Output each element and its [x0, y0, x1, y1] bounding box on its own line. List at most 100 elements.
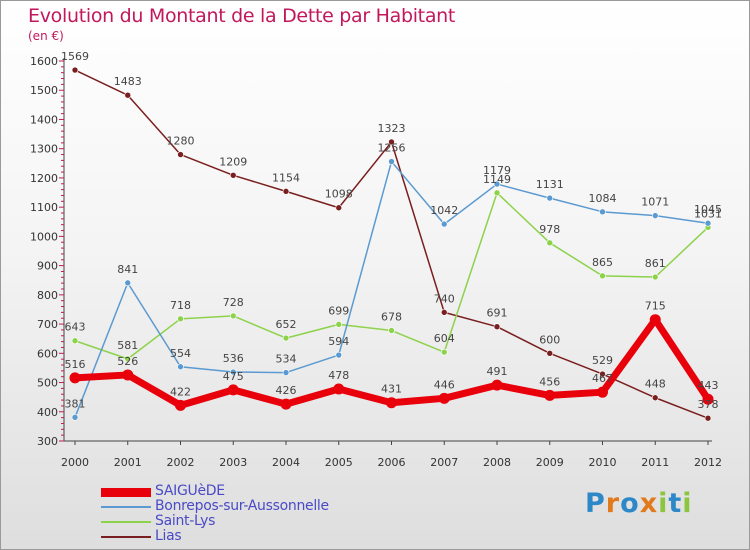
legend-label: Bonrepos-sur-Aussonnelle: [155, 498, 329, 514]
legend-swatch: [101, 521, 151, 523]
y-tick-label: 1400: [30, 113, 58, 126]
data-label: 594: [328, 335, 349, 348]
y-tick-label: 1300: [30, 143, 58, 156]
y-tick-label: 400: [37, 406, 58, 419]
data-point: [124, 91, 132, 99]
data-label: 1209: [219, 155, 247, 168]
data-label: 467: [592, 372, 613, 385]
data-point: [649, 314, 661, 326]
data-label: 1256: [378, 142, 406, 155]
data-point: [599, 370, 606, 378]
data-point: [493, 323, 501, 331]
y-tick-label: 500: [37, 377, 58, 390]
data-label: 861: [645, 257, 666, 270]
data-label: 536: [223, 352, 244, 365]
data-point: [599, 208, 606, 216]
data-label: 534: [276, 353, 297, 366]
data-point: [122, 369, 134, 381]
x-tick-label: 2008: [483, 456, 511, 469]
y-tick-label: 1000: [30, 230, 58, 243]
data-point: [438, 392, 450, 404]
data-point: [229, 368, 237, 376]
data-point: [651, 273, 659, 281]
data-label: 652: [276, 318, 297, 331]
x-tick-label: 2001: [114, 456, 142, 469]
data-point: [335, 321, 343, 328]
data-label: 1031: [694, 207, 722, 220]
data-label: 422: [170, 385, 191, 398]
y-tick-label: 700: [37, 318, 58, 331]
data-point: [440, 220, 448, 228]
data-point: [229, 171, 237, 179]
y-tick-label: 1600: [30, 55, 58, 68]
data-label: 491: [487, 365, 508, 378]
logo-letter: o: [620, 488, 640, 519]
data-point: [546, 350, 554, 357]
data-label: 728: [223, 296, 244, 309]
data-label: 691: [487, 307, 508, 320]
legend-label: Saint-Lys: [155, 513, 216, 529]
data-label: 1042: [430, 204, 458, 217]
logo-letter: P: [585, 488, 606, 519]
legend-swatch: [101, 506, 151, 508]
data-label: 1045: [694, 203, 722, 216]
data-label: 381: [65, 397, 86, 410]
data-label: 554: [170, 347, 191, 360]
logo-letter: i: [682, 488, 693, 519]
y-tick-label: 900: [37, 260, 58, 273]
data-point: [282, 188, 290, 195]
legend-swatch: [101, 536, 151, 538]
data-label: 1323: [378, 122, 406, 135]
legend-swatch: [101, 487, 151, 497]
data-point: [71, 414, 79, 421]
data-point: [282, 334, 290, 342]
x-tick-label: 2012: [694, 456, 722, 469]
data-point: [335, 204, 343, 212]
data-point: [493, 189, 501, 197]
proxiti-logo: Proxiti: [585, 488, 693, 519]
data-label: 431: [381, 383, 402, 396]
data-label: 978: [539, 223, 560, 236]
x-tick-label: 2010: [589, 456, 617, 469]
data-point: [386, 397, 397, 409]
data-point: [177, 363, 184, 371]
data-label: 1084: [589, 192, 617, 205]
data-point: [704, 414, 712, 422]
x-tick-label: 2003: [219, 456, 247, 469]
data-label: 718: [170, 299, 191, 312]
series-line-2: [74, 192, 709, 360]
y-tick-label: 1100: [30, 201, 58, 214]
data-label: 715: [645, 300, 666, 313]
data-point: [546, 239, 554, 247]
legend-label: Lias: [155, 528, 182, 544]
data-point: [227, 384, 239, 396]
data-label: 446: [434, 378, 455, 391]
series-layer: [69, 66, 714, 422]
y-tick-label: 600: [37, 347, 58, 360]
data-label: 1131: [536, 178, 564, 191]
data-label: 478: [328, 369, 349, 382]
data-point: [177, 151, 184, 158]
data-label: 740: [434, 292, 455, 305]
data-point: [229, 312, 237, 320]
data-label: 1569: [61, 50, 89, 63]
data-point: [282, 369, 290, 376]
data-point: [388, 158, 395, 165]
y-tick-label: 800: [37, 289, 58, 302]
data-point: [175, 399, 186, 411]
logo-letter: r: [605, 488, 621, 519]
data-point: [71, 337, 79, 345]
data-point: [597, 386, 608, 398]
y-tick-label: 300: [37, 435, 58, 448]
data-label: 699: [328, 304, 349, 317]
data-label: 1280: [167, 135, 195, 148]
logo-letter: t: [668, 488, 683, 519]
data-point: [651, 212, 659, 219]
data-label: 865: [592, 256, 613, 269]
x-tick-label: 2007: [430, 456, 458, 469]
legend-label: SAIGUèDE: [155, 483, 225, 499]
data-point: [71, 66, 79, 74]
data-point: [69, 372, 81, 384]
